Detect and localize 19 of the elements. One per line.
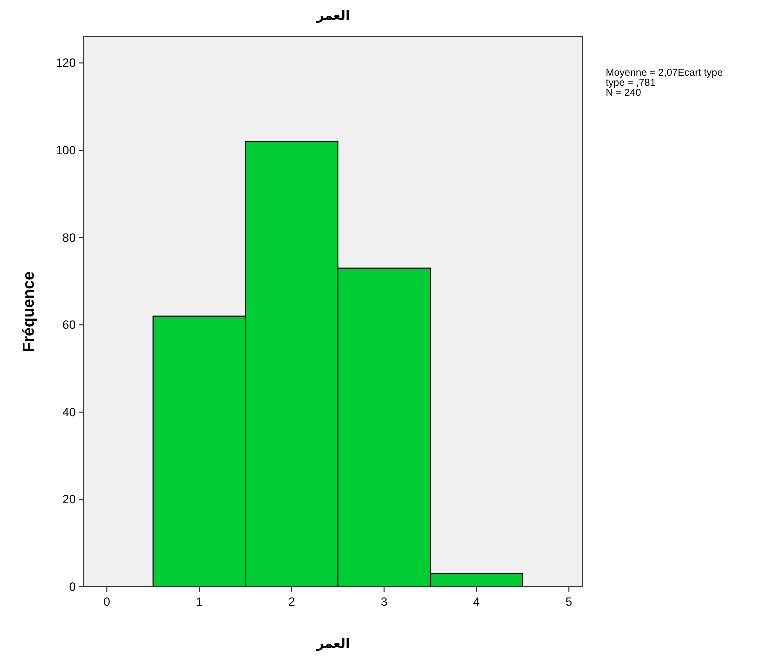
y-tick-label: 20 (62, 492, 76, 507)
y-tick-label: 0 (69, 580, 76, 594)
x-tick-label: 1 (196, 595, 204, 609)
x-tick-label: 2 (288, 595, 296, 609)
x-tick-label: 5 (566, 595, 573, 609)
y-tick-label: 80 (62, 230, 76, 245)
y-axis-title: Fréquence (21, 271, 38, 352)
chart-title: العمر (316, 9, 350, 24)
text: type = ,781 (606, 78, 656, 89)
x-axis-title: العمر (316, 637, 350, 652)
y-tick-label: 60 (62, 318, 76, 332)
y-tick-label: 40 (62, 405, 76, 420)
y-tick-label: 120 (56, 56, 76, 70)
x-tick-label: 0 (104, 595, 111, 609)
x-tick-label: 3 (380, 595, 388, 609)
y-tick-label: 100 (56, 143, 76, 158)
x-tick-label: 4 (473, 595, 480, 609)
text: N = 240 (606, 88, 642, 99)
text: Moyenne = 2,07Ecart type (606, 68, 724, 79)
